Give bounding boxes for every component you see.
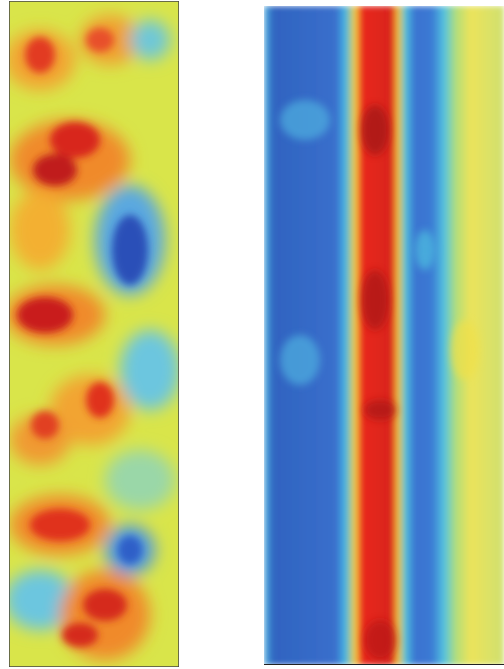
left-heatmap	[5, 1, 180, 667]
right-heatmap	[264, 6, 504, 665]
figure	[0, 0, 504, 669]
page	[0, 0, 504, 669]
